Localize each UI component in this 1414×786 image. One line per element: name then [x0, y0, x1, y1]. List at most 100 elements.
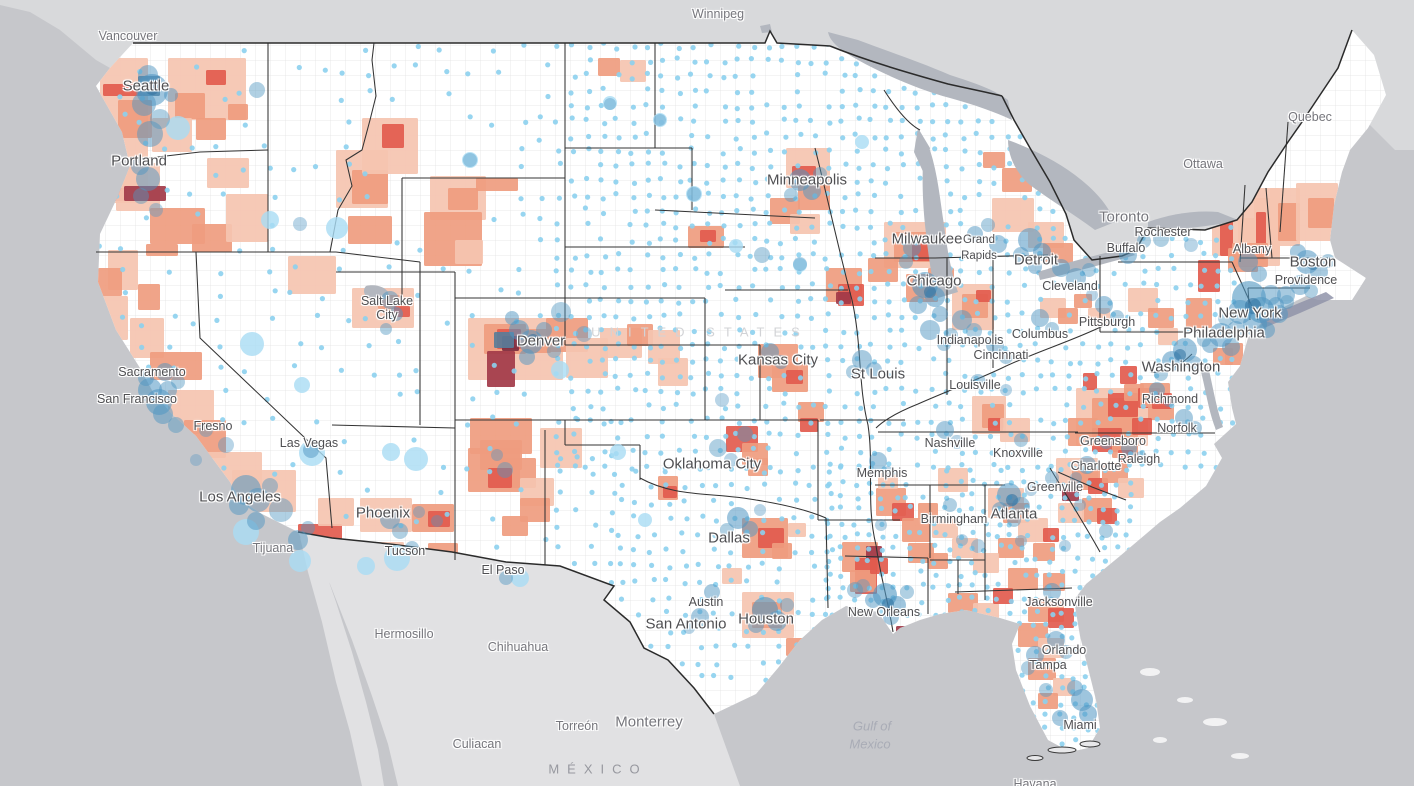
- county-patch: [352, 170, 388, 204]
- bubble-symbol: [604, 98, 616, 110]
- bubble-symbol: [869, 452, 887, 470]
- bubble-symbol: [1202, 337, 1218, 353]
- bubble-symbol: [856, 579, 870, 593]
- bubble-symbol: [168, 417, 184, 433]
- halo-circle: [382, 443, 400, 461]
- bubble-symbol: [413, 506, 425, 518]
- bubble-symbol: [1135, 451, 1147, 463]
- county-patch: [973, 553, 999, 573]
- bubble-symbol: [909, 296, 927, 314]
- county-patch: [103, 84, 145, 96]
- bubble-symbol: [704, 584, 720, 600]
- bubble-symbol: [981, 218, 995, 232]
- bubble-symbol: [1268, 297, 1284, 313]
- bubble-symbol: [138, 370, 154, 386]
- bubble-symbol: [246, 488, 270, 512]
- county-patch: [952, 538, 978, 558]
- county-patch: [1278, 203, 1300, 241]
- bubble-symbol: [381, 291, 399, 309]
- state-borders: [96, 42, 1330, 633]
- county-patch: [124, 186, 166, 201]
- national-border: [133, 29, 1353, 715]
- halo-circle: [166, 116, 190, 140]
- bubble-symbol: [793, 257, 807, 271]
- bubble-symbol: [780, 598, 794, 612]
- bubble-symbol: [156, 363, 174, 381]
- bubble-symbol: [992, 502, 1008, 518]
- bubble-symbol: [1021, 661, 1035, 675]
- bubble-symbol: [1033, 243, 1051, 261]
- bubble-symbol: [1074, 499, 1086, 511]
- bubble-symbol: [754, 247, 770, 263]
- county-patch: [175, 93, 205, 119]
- halo-circle: [610, 444, 626, 460]
- bubble-symbol: [742, 521, 758, 537]
- bubble-symbol: [720, 523, 734, 537]
- county-patch: [146, 244, 178, 256]
- bubble-symbol: [1013, 247, 1029, 263]
- bubble-symbol: [247, 512, 265, 530]
- bubble-symbol: [1079, 705, 1097, 723]
- bubble-core: [1307, 258, 1319, 270]
- county-patch: [786, 370, 803, 384]
- county-patch: [1008, 568, 1038, 590]
- halo-circle: [404, 447, 428, 471]
- bubble-layer: [131, 65, 1335, 726]
- bubble-symbol: [971, 539, 985, 553]
- bubble-symbol: [159, 381, 177, 399]
- bubble-symbol: [392, 523, 408, 539]
- county-patch: [868, 258, 898, 282]
- county-patch: [902, 518, 930, 542]
- bubble-symbol: [1290, 244, 1306, 260]
- county-patch: [226, 194, 268, 242]
- bubble-symbol: [1251, 266, 1267, 282]
- bubble-symbol: [950, 435, 964, 449]
- county-patch: [722, 568, 742, 584]
- halo-circle: [462, 152, 478, 168]
- bubble-symbol: [190, 454, 202, 466]
- bubble-symbol: [1078, 456, 1096, 474]
- bubble-symbol: [803, 182, 821, 200]
- bubble-symbol: [737, 426, 753, 442]
- county-patch: [348, 216, 392, 244]
- county-patch: [1128, 288, 1158, 312]
- bubble-symbol: [497, 462, 513, 478]
- bubble-symbol: [709, 439, 727, 457]
- county-patch: [455, 240, 483, 264]
- bubble-symbol: [1007, 513, 1021, 527]
- bubble-symbol: [229, 495, 249, 515]
- bubble-symbol: [899, 255, 913, 269]
- bubble-symbol: [970, 374, 986, 390]
- bubble-symbol: [999, 350, 1013, 364]
- bubble-symbol: [920, 320, 940, 340]
- bubble-symbol: [1186, 356, 1202, 372]
- bubble-symbol: [1149, 382, 1165, 398]
- bubble-symbol: [715, 393, 729, 407]
- bubble-core-layer: [145, 81, 1319, 610]
- bubble-symbol: [153, 404, 173, 424]
- halo-circle: [357, 557, 375, 575]
- bubble-symbol: [943, 498, 957, 512]
- bubble-core: [145, 81, 159, 95]
- bubble-symbol: [218, 437, 234, 453]
- bubble-symbol: [1154, 367, 1168, 381]
- halo-circle: [855, 135, 869, 149]
- bubble-symbol: [1052, 259, 1070, 277]
- county-patch: [98, 268, 122, 296]
- county-patch: [1148, 308, 1174, 328]
- bubble-symbol: [389, 307, 403, 321]
- county-patch: [566, 338, 608, 378]
- bubble-symbol: [303, 442, 319, 458]
- bubble-symbol: [1153, 231, 1169, 247]
- bubble-symbol: [1218, 310, 1234, 326]
- bubble-symbol: [748, 617, 764, 633]
- bubble-symbol: [164, 88, 178, 102]
- halo-circle: [511, 569, 529, 587]
- bubble-symbol: [1238, 252, 1258, 272]
- bubble-symbol: [1099, 524, 1113, 538]
- bubble-symbol: [293, 217, 307, 231]
- county-patch: [976, 290, 991, 302]
- county-patch: [928, 553, 948, 569]
- halo-circle: [653, 113, 667, 127]
